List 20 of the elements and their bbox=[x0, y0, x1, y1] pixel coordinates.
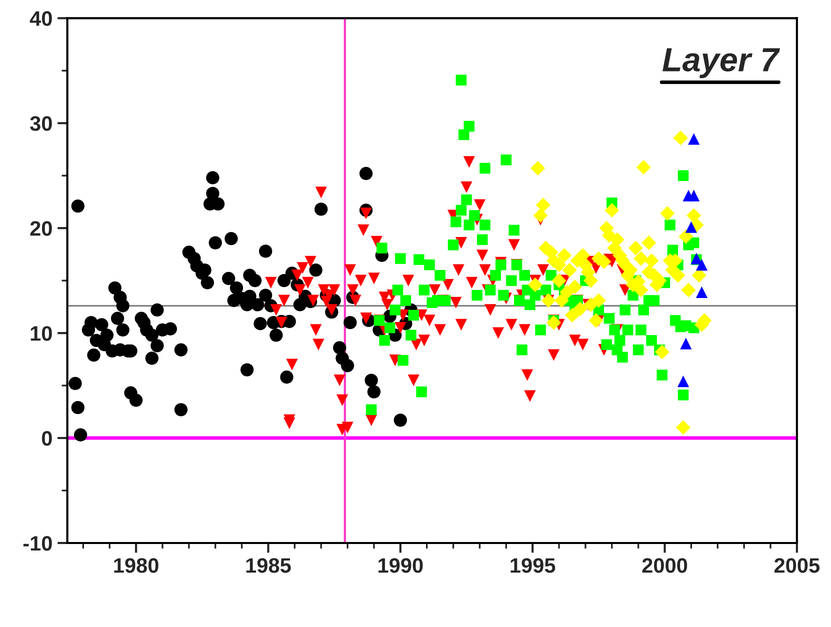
point bbox=[696, 286, 708, 298]
annotation: Layer 7 bbox=[662, 48, 780, 78]
y-tick-label: 20 bbox=[30, 221, 52, 236]
point bbox=[688, 190, 700, 202]
x-tick-label: 1995 bbox=[510, 558, 556, 573]
point bbox=[680, 338, 692, 350]
point bbox=[688, 133, 700, 145]
x-tick-label: 1985 bbox=[246, 558, 291, 573]
y-tick-label: 0 bbox=[42, 431, 52, 446]
point bbox=[696, 259, 708, 271]
x-tick-label: 2005 bbox=[774, 558, 820, 573]
y-tick-label: 10 bbox=[30, 326, 52, 341]
y-tick-label: 40 bbox=[30, 11, 52, 26]
y-tick-label: -10 bbox=[23, 536, 52, 551]
point bbox=[685, 221, 697, 233]
point bbox=[677, 376, 690, 388]
x-tick-label: 1990 bbox=[378, 558, 423, 573]
x-tick-label: 1980 bbox=[114, 558, 158, 573]
y-tick-label: 30 bbox=[30, 116, 52, 131]
x-tick-label: 2000 bbox=[642, 558, 688, 573]
